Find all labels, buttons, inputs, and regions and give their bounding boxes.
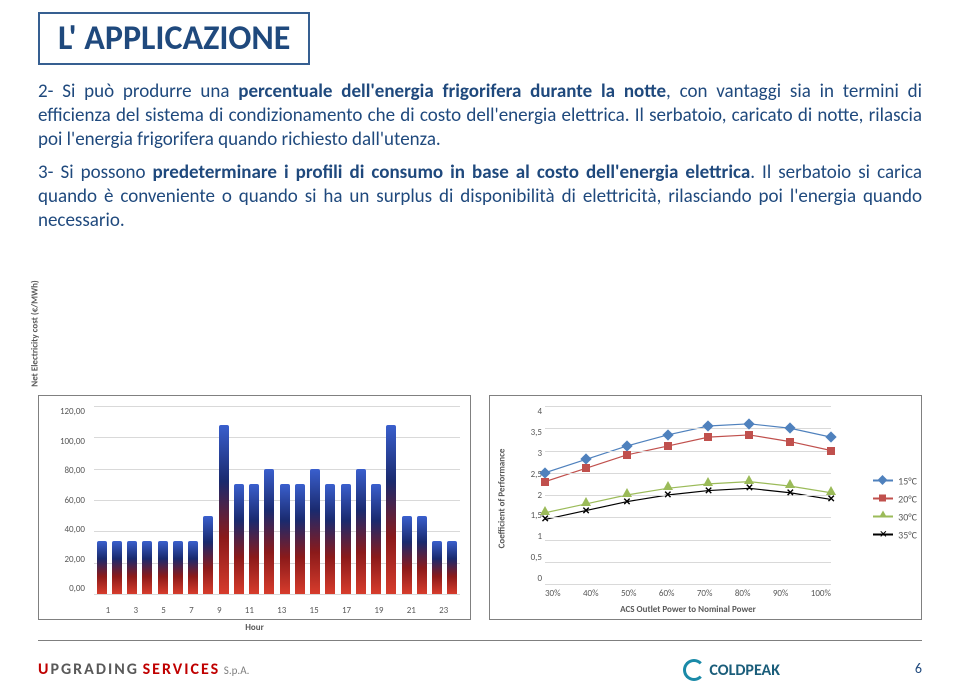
bar (173, 541, 183, 594)
bar-y-label: Net Electricity cost (€/MWh) (30, 243, 41, 423)
line-marker: ✕ (704, 487, 712, 495)
line-marker: ✕ (541, 515, 549, 523)
line-marker (582, 464, 590, 472)
p3-bold: predeterminare i profili di consumo in b… (153, 161, 751, 184)
line-plot-area: ✕✕✕✕✕✕✕✕ (545, 406, 831, 584)
bar (371, 484, 381, 594)
footer-divider (38, 640, 922, 641)
bar (142, 541, 152, 594)
bar (112, 541, 122, 594)
bar (280, 484, 290, 594)
cop-line-chart: Coefficient of Performance 43,532,521,51… (489, 395, 922, 620)
paragraph-3: 3- Si possono predeterminare i profili d… (38, 161, 922, 232)
bar (417, 516, 427, 594)
line-marker (784, 423, 795, 434)
paragraph-2: 2- Si può produrre una percentuale dell'… (38, 80, 922, 151)
p3-lead: 3- Si possono (38, 161, 153, 184)
coldpeak-swirl-icon (683, 659, 705, 681)
bar (264, 469, 274, 594)
line-marker (825, 431, 836, 442)
bar (325, 484, 335, 594)
electricity-cost-bar-chart: Net Electricity cost (€/MWh) 120,00100,0… (38, 395, 471, 620)
legend-item: 15°C (873, 474, 917, 487)
bar (249, 484, 259, 594)
bar (127, 541, 137, 594)
line-marker (703, 420, 714, 431)
bar (188, 541, 198, 594)
legend-item: 30°C (873, 510, 917, 523)
coldpeak-text: COLDPEAK (709, 661, 780, 680)
bar-x-axis: 1357911131517192123 (94, 605, 460, 616)
bar (310, 469, 320, 594)
footer-logo-upgrading: UPGRADING SERVICES S.p.A. (38, 660, 249, 679)
legend-label: 35°C (898, 528, 917, 541)
line-x-label: ACS Outlet Power to Nominal Power (545, 604, 831, 615)
p2-lead: 2- Si può produrre una (38, 80, 238, 103)
bar (295, 484, 305, 594)
bar (432, 541, 442, 594)
charts-row: Net Electricity cost (€/MWh) 120,00100,0… (38, 395, 922, 620)
bar-plot-area (94, 406, 460, 594)
bars-container (94, 406, 460, 594)
page-number: 6 (915, 660, 922, 677)
line-marker (662, 429, 673, 440)
bar (203, 516, 213, 594)
bar (97, 541, 107, 594)
bar (341, 484, 351, 594)
line-marker (541, 478, 549, 486)
bar (219, 425, 229, 594)
line-marker (664, 442, 672, 450)
line-y-label: Coefficient of Performance (497, 413, 508, 583)
bar (386, 425, 396, 594)
bar (402, 516, 412, 594)
legend-label: 20°C (898, 492, 917, 505)
body-text: 2- Si può produrre una percentuale dell'… (38, 80, 922, 243)
bar-y-axis: 120,00100,0080,0060,0040,0020,000,00 (39, 406, 89, 594)
line-marker: ✕ (827, 495, 835, 503)
p2-bold: percentuale dell'energia frigorifera dur… (238, 80, 666, 103)
bar (234, 484, 244, 594)
line-marker: ✕ (745, 484, 753, 492)
legend-label: 15°C (898, 474, 917, 487)
line-marker: ✕ (623, 498, 631, 506)
legend-item: 20°C (873, 492, 917, 505)
line-marker: ✕ (582, 507, 590, 515)
page-title: L' APPLICAZIONE (38, 12, 310, 65)
line-marker (827, 447, 835, 455)
footer-spa: S.p.A. (224, 664, 250, 677)
line-marker (623, 451, 631, 459)
line-x-axis: 30%40%50%60%70%80%90%100% (545, 588, 831, 599)
line-y-axis: 43,532,521,510,50 (520, 406, 542, 584)
legend-label: 30°C (898, 510, 917, 523)
bar (356, 469, 366, 594)
line-marker (786, 438, 794, 446)
line-marker: ✕ (786, 489, 794, 497)
footer-logo-coldpeak: COLDPEAK (683, 659, 780, 681)
line-marker: ✕ (664, 491, 672, 499)
line-marker (744, 418, 755, 429)
bar-x-label2: Hour (245, 622, 264, 633)
legend: 15°C 20°C 30°C ✕35°C (873, 469, 917, 546)
bar (447, 541, 457, 594)
line-marker (704, 433, 712, 441)
bar (158, 541, 168, 594)
legend-item: ✕35°C (873, 528, 917, 541)
line-marker (745, 431, 753, 439)
title-text: L' APPLICAZIONE (58, 18, 290, 59)
